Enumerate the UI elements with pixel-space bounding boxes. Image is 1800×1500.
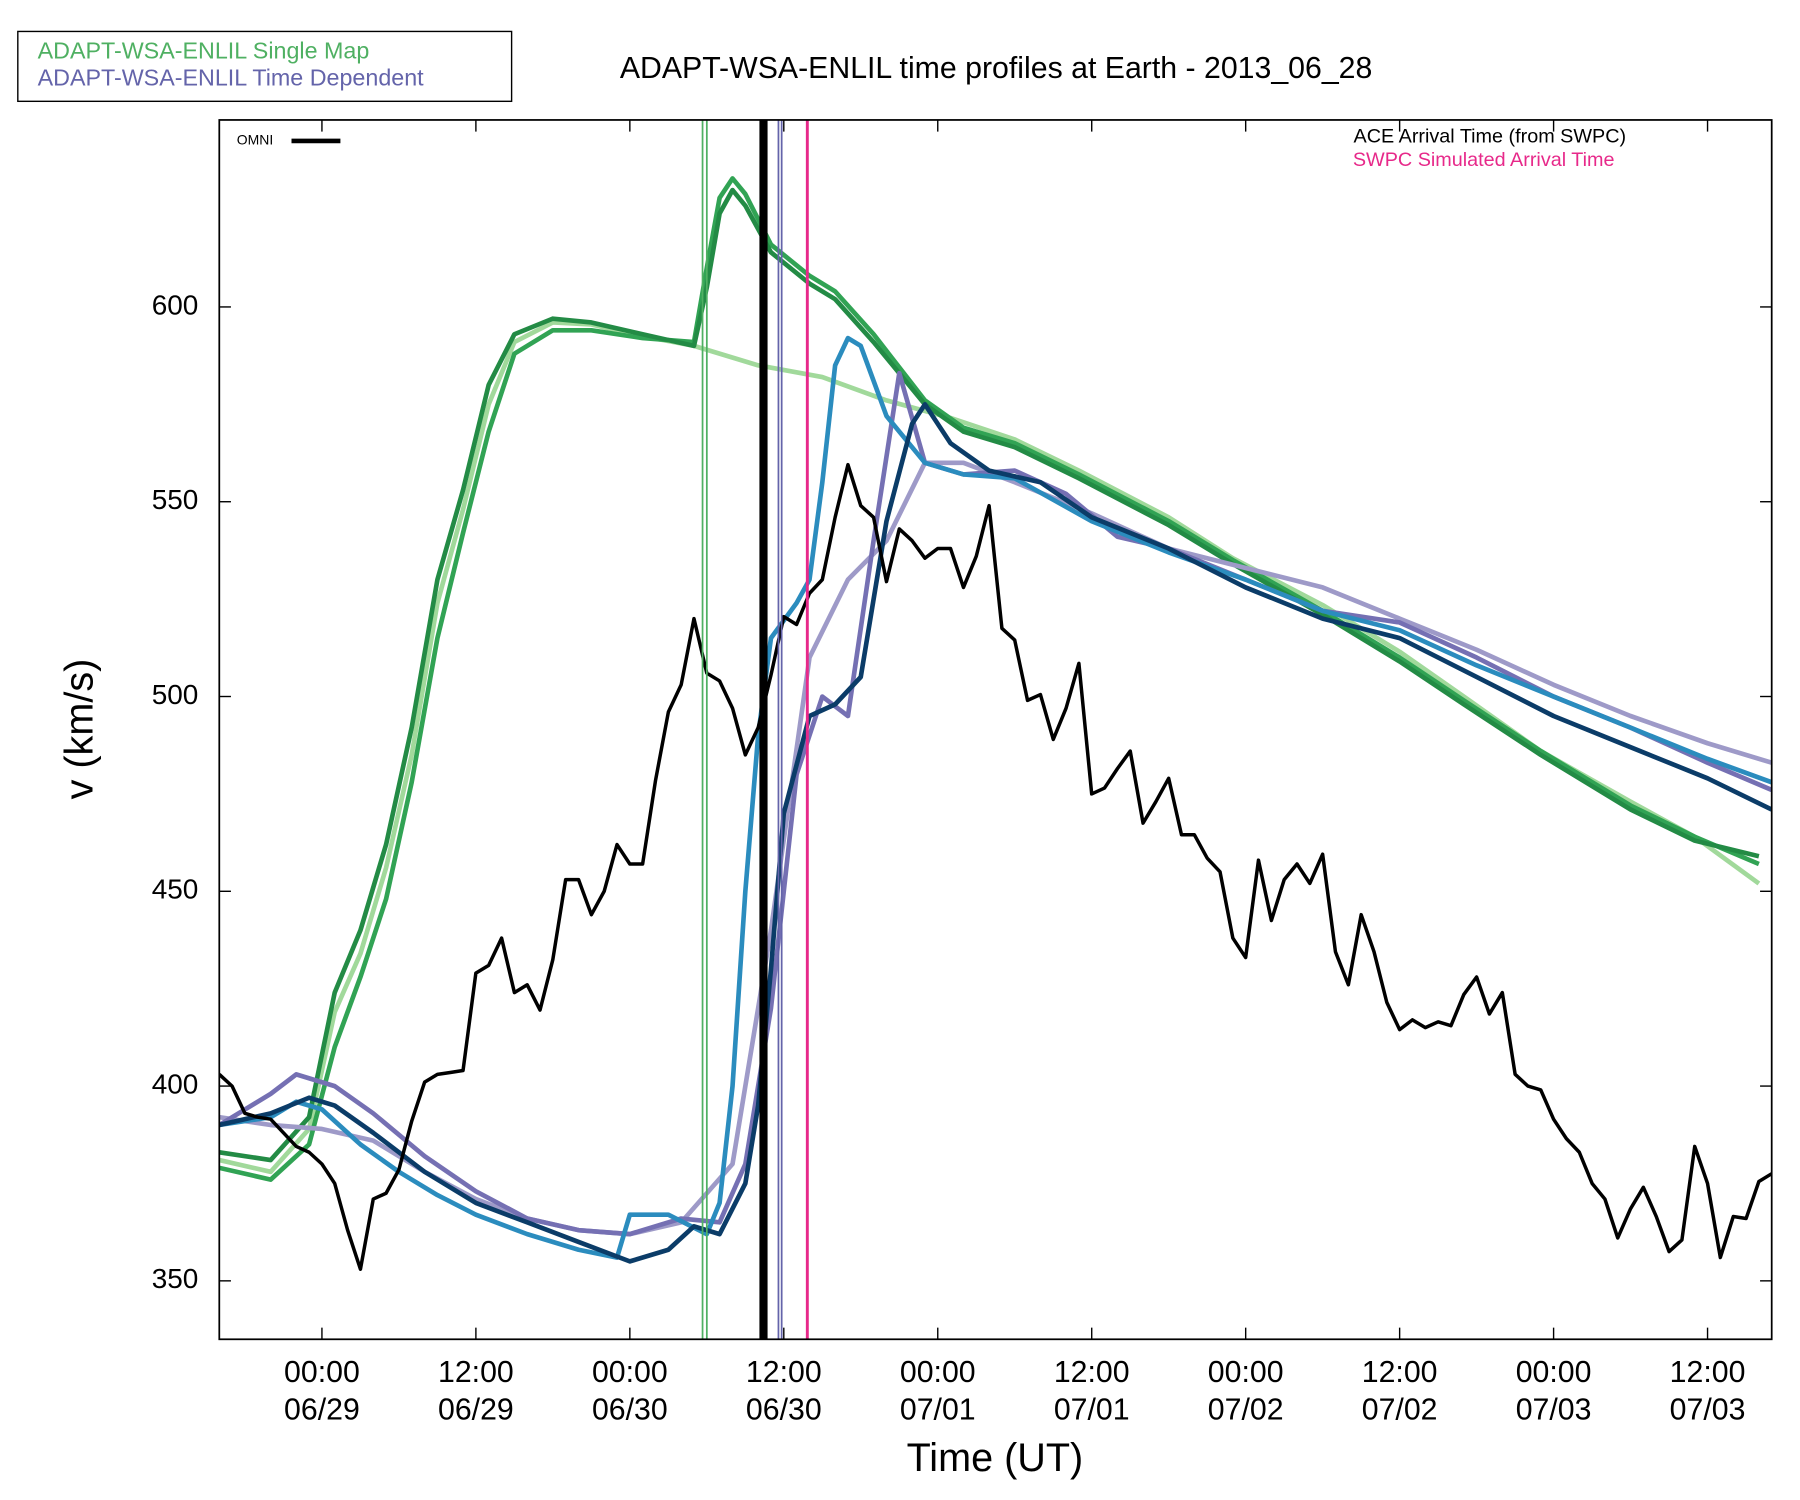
x-tick-label: 00:00 06/29 <box>284 1356 360 1426</box>
plot-frame <box>218 119 1773 1341</box>
y-tick-label: 500 <box>152 679 199 710</box>
y-tick-label: 400 <box>152 1068 199 1099</box>
x-tick-label: 12:00 06/30 <box>746 1356 822 1426</box>
ensemble-line <box>219 370 1772 1237</box>
legend-label: ACE Arrival Time (from SWPC) <box>1354 126 1627 148</box>
y-tick-label: 450 <box>152 874 199 905</box>
x-tick-label: 12:00 07/02 <box>1362 1356 1438 1426</box>
y-axis-label: v (km/s) <box>57 659 101 800</box>
y-tick-label: 550 <box>152 484 199 515</box>
legend-label: ADAPT-WSA-ENLIL Time Dependent <box>38 64 425 90</box>
ensemble-line <box>219 335 1772 1260</box>
legend-box <box>17 30 513 103</box>
chart-title: ADAPT-WSA-ENLIL time profiles at Earth -… <box>620 52 1373 85</box>
x-tick-label: 12:00 06/29 <box>438 1356 514 1426</box>
x-tick-label: 00:00 07/02 <box>1208 1356 1284 1426</box>
ensemble-line <box>219 176 1760 1182</box>
x-tick-label: 00:00 07/03 <box>1516 1356 1592 1426</box>
legend-label: ADAPT-WSA-ENLIL Single Map <box>38 38 370 64</box>
x-tick-label: 12:00 07/01 <box>1054 1356 1130 1426</box>
x-tick-label: 00:00 07/01 <box>900 1356 976 1426</box>
legend-label: OMNI <box>237 132 273 148</box>
ensemble-line <box>219 320 1761 1175</box>
legend-label: SWPC Simulated Arrival Time <box>1353 149 1615 171</box>
x-axis-label: Time (UT) <box>907 1436 1084 1480</box>
y-tick-label: 600 <box>152 289 199 320</box>
omni-line <box>219 462 1772 1271</box>
ensemble-line <box>219 402 1772 1264</box>
x-tick-label: 00:00 06/30 <box>592 1356 668 1426</box>
x-tick-label: 12:00 07/03 <box>1670 1356 1746 1426</box>
y-tick-label: 350 <box>152 1263 199 1294</box>
